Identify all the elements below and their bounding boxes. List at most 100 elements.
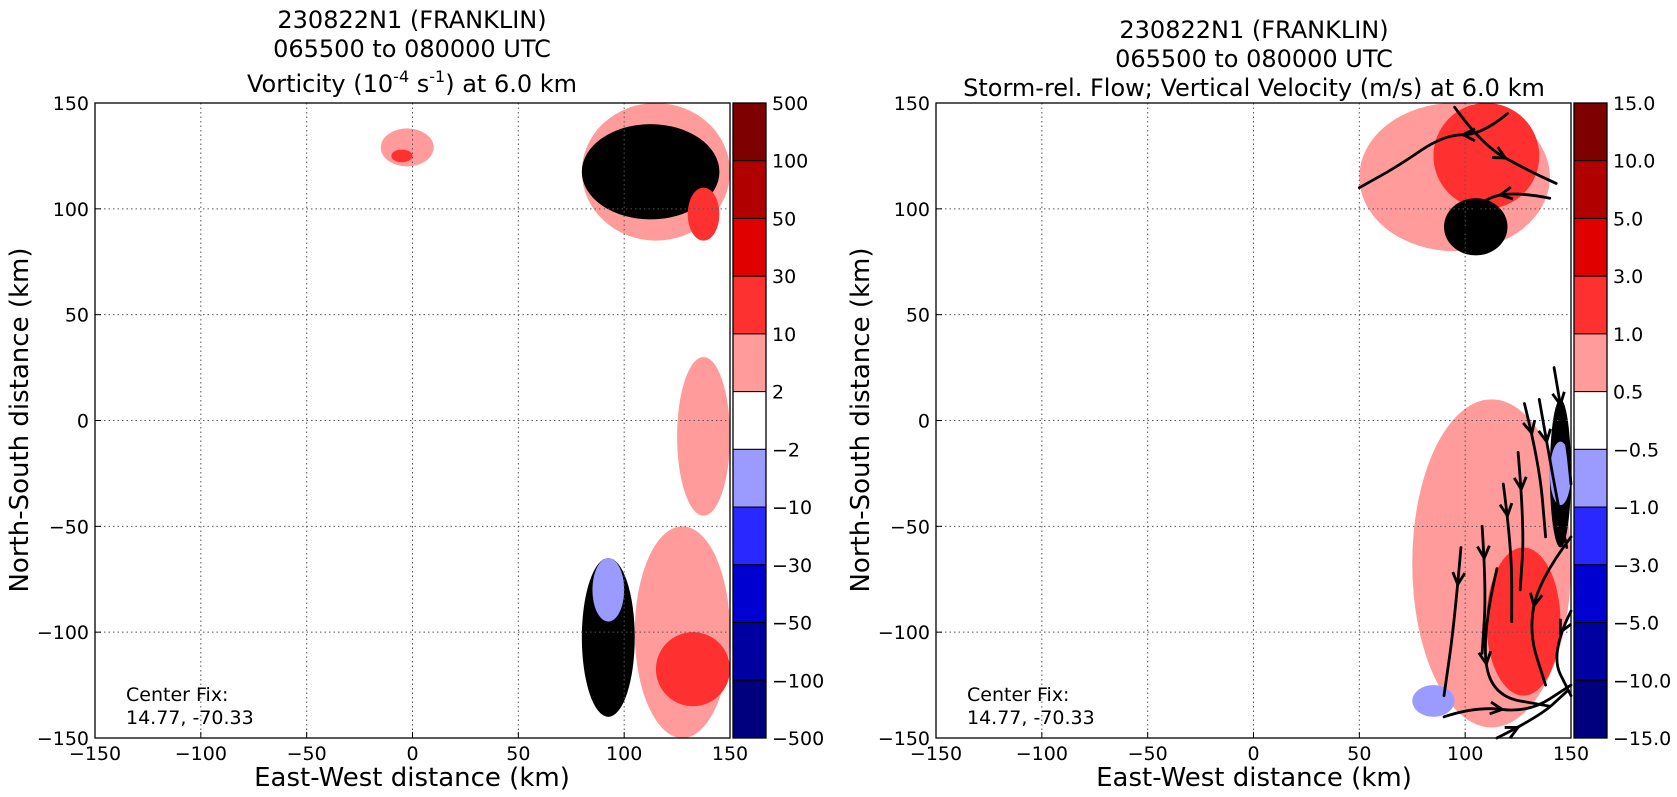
colorbar-segment <box>732 275 767 335</box>
colorbar-segment <box>732 564 767 624</box>
y-tick-label: −100 <box>37 622 89 644</box>
colorbar-segment <box>732 679 767 739</box>
contour-region <box>1444 198 1508 256</box>
streamline-arrowhead <box>1551 391 1566 408</box>
streamline-arrowhead <box>1491 146 1509 160</box>
streamline <box>1480 524 1487 655</box>
colorbar-segment <box>1573 333 1608 393</box>
plot-area: −150 −100 −50 0 50 100 150 −150 −100 −50 0 50 100 150… <box>37 93 748 765</box>
colorbar-label: −10 <box>772 497 812 519</box>
y-tick-label: −50 <box>49 516 89 538</box>
title-line-1: 230822N1 (FRANKLIN) <box>1119 16 1388 44</box>
center-fix-label: Center Fix: <box>967 684 1069 706</box>
colorbar-label: 0.5 <box>1613 382 1643 404</box>
colorbar-label: 15.0 <box>1613 93 1655 115</box>
title-line-3-part: s <box>409 70 429 98</box>
colorbar-segment <box>1573 564 1608 624</box>
colorbar-segment <box>1573 448 1608 508</box>
streamline-arrowhead <box>1529 592 1544 609</box>
streamline-arrowhead <box>1537 428 1552 445</box>
streamline-arrowhead <box>1559 618 1572 635</box>
tick-layer: −150 −100 −50 0 50 100 150 −150 −100 −50 0 50 100 150 <box>37 93 748 765</box>
contour-region <box>391 149 413 163</box>
title-line-2: 065500 to 080000 UTC <box>1115 45 1393 73</box>
streamline <box>1442 546 1463 698</box>
tick-layer: −150 −100 −50 0 50 100 150 −150 −100 −50 0 50 100 150 <box>878 93 1589 765</box>
contour-region <box>677 357 731 516</box>
streamline-arrowhead <box>1504 726 1521 739</box>
contour-region <box>1412 685 1455 717</box>
streamline <box>1552 366 1573 486</box>
title-superscript: -1 <box>429 67 445 86</box>
x-tick-label: 50 <box>506 743 530 765</box>
panel-right: 230822N1 (FRANKLIN) 065500 to 080000 UTC… <box>846 16 1671 793</box>
streamline-arrowhead <box>1451 571 1466 588</box>
colorbar-segment <box>1573 102 1608 162</box>
contour-region <box>655 632 730 707</box>
x-axis-label: East-West distance (km) <box>254 763 570 793</box>
y-tick-label: −150 <box>37 728 89 750</box>
contour-region <box>687 187 720 241</box>
colorbar-segment <box>732 622 767 681</box>
y-tick-label: 0 <box>77 411 89 433</box>
colorbar-segment <box>732 333 767 393</box>
y-axis-label: North-South distance (km) <box>5 247 35 592</box>
x-tick-label: 100 <box>606 743 642 765</box>
colorbar-frame <box>732 102 767 739</box>
center-fix-value: 14.77, -70.33 <box>126 707 254 729</box>
contour-region <box>1433 103 1540 209</box>
y-axis-label: North-South distance (km) <box>846 247 876 592</box>
colorbar-label: −30 <box>772 555 812 577</box>
colorbar-segment <box>732 217 767 277</box>
x-tick-label: −100 <box>1016 743 1068 765</box>
colorbar-label: −2 <box>772 439 800 461</box>
colorbar-label: −5.0 <box>1613 613 1659 635</box>
x-tick-label: 0 <box>1247 743 1259 765</box>
streamline-arrowhead <box>1522 419 1537 437</box>
colorbar-label: 10 <box>772 324 796 346</box>
y-tick-label: 150 <box>894 93 930 115</box>
colorbar-label: 500 <box>772 93 808 115</box>
streamline <box>1523 402 1547 539</box>
colorbar-segment <box>732 160 767 219</box>
y-tick-label: 50 <box>65 305 89 327</box>
streamline-arrowhead <box>1489 700 1506 716</box>
colorbar-label: −100 <box>772 670 824 692</box>
streamline-arrowhead <box>1497 185 1514 201</box>
colorbar-label: 1.0 <box>1613 324 1643 346</box>
colorbar-segment <box>1573 506 1608 566</box>
streamline <box>1501 482 1514 623</box>
x-tick-label: −150 <box>69 743 121 765</box>
y-tick-label: −50 <box>890 516 930 538</box>
y-tick-label: 50 <box>906 305 930 327</box>
streamline-arrowhead <box>1476 545 1491 562</box>
colorbar-label: −15.0 <box>1613 728 1671 750</box>
streamline-arrowhead <box>1513 476 1528 493</box>
x-tick-label: 150 <box>1553 743 1589 765</box>
colorbar-segment <box>732 391 767 450</box>
y-tick-label: 100 <box>894 199 930 221</box>
contour-fill-layer <box>380 103 731 739</box>
streamline <box>1495 690 1569 740</box>
colorbar-label: 5.0 <box>1613 208 1643 230</box>
x-tick-label: −100 <box>175 743 227 765</box>
title-line-1: 230822N1 (FRANKLIN) <box>277 6 546 34</box>
panel-left: 230822N1 (FRANKLIN) 065500 to 080000 UTC… <box>5 6 824 793</box>
colorbar-label: −3.0 <box>1613 555 1659 577</box>
x-tick-label: 150 <box>712 743 748 765</box>
title-line-3-part: ) at 6.0 km <box>445 70 577 98</box>
streamline <box>1516 450 1525 592</box>
title-superscript: -4 <box>393 67 409 86</box>
colorbar-label: 50 <box>772 208 796 230</box>
colorbar-segment <box>1573 622 1608 681</box>
colorbar-segment <box>1573 679 1608 739</box>
x-tick-label: −50 <box>287 743 327 765</box>
y-tick-label: 150 <box>53 93 89 115</box>
contour-region <box>581 124 720 220</box>
colorbar-label: 3.0 <box>1613 266 1643 288</box>
center-fix-value: 14.77, -70.33 <box>967 707 1095 729</box>
colorbar-segment <box>732 102 767 162</box>
streamline <box>1357 112 1509 190</box>
title-line-3: Storm-rel. Flow; Vertical Velocity (m/s)… <box>963 74 1545 102</box>
